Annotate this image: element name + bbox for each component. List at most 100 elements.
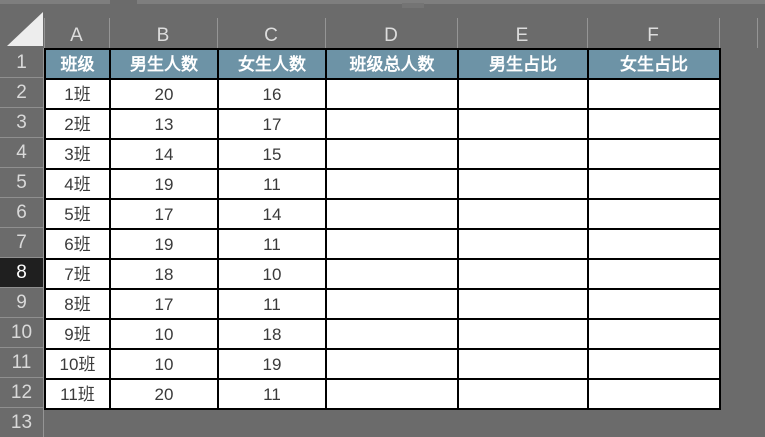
cell-C10[interactable]: 18 xyxy=(219,320,327,350)
row-header-7[interactable]: 7 xyxy=(0,228,43,258)
row-header-2[interactable]: 2 xyxy=(0,78,43,108)
cell-E8[interactable] xyxy=(459,260,589,290)
formula-bar-edge xyxy=(0,0,110,4)
cell-D11[interactable] xyxy=(327,350,459,380)
cell-F2[interactable] xyxy=(589,80,721,110)
cell-F10[interactable] xyxy=(589,320,721,350)
cell-C1[interactable]: 女生人数 xyxy=(219,50,327,80)
cell-B7[interactable]: 19 xyxy=(111,230,219,260)
row-header-13[interactable]: 13 xyxy=(0,408,43,437)
row-header-9[interactable]: 9 xyxy=(0,288,43,318)
cell-A1[interactable]: 班级 xyxy=(46,50,111,80)
formula-bar-notch xyxy=(402,3,424,8)
cell-D7[interactable] xyxy=(327,230,459,260)
column-header-F[interactable]: F xyxy=(647,25,659,46)
select-all-triangle-icon xyxy=(7,12,43,46)
cell-A10[interactable]: 9班 xyxy=(46,320,111,350)
cell-C9[interactable]: 11 xyxy=(219,290,327,320)
cell-B11[interactable]: 10 xyxy=(111,350,219,380)
cell-D1[interactable]: 班级总人数 xyxy=(327,50,459,80)
cell-F9[interactable] xyxy=(589,290,721,320)
column-separator xyxy=(109,18,110,48)
cell-D2[interactable] xyxy=(327,80,459,110)
cell-A5[interactable]: 4班 xyxy=(46,170,111,200)
cell-A11[interactable]: 10班 xyxy=(46,350,111,380)
row-header-4[interactable]: 4 xyxy=(0,138,43,168)
cell-A8[interactable]: 7班 xyxy=(46,260,111,290)
cell-D10[interactable] xyxy=(327,320,459,350)
cell-E6[interactable] xyxy=(459,200,589,230)
cell-F3[interactable] xyxy=(589,110,721,140)
cell-A6[interactable]: 5班 xyxy=(46,200,111,230)
column-header-C[interactable]: C xyxy=(264,25,278,46)
row-header-6[interactable]: 6 xyxy=(0,198,43,228)
cell-C4[interactable]: 15 xyxy=(219,140,327,170)
cell-E10[interactable] xyxy=(459,320,589,350)
cell-B9[interactable]: 17 xyxy=(111,290,219,320)
row-header-10[interactable]: 10 xyxy=(0,318,43,348)
cell-E9[interactable] xyxy=(459,290,589,320)
cell-E11[interactable] xyxy=(459,350,589,380)
column-header-B[interactable]: B xyxy=(156,25,170,46)
cell-D8[interactable] xyxy=(327,260,459,290)
cell-C6[interactable]: 14 xyxy=(219,200,327,230)
cell-B6[interactable]: 17 xyxy=(111,200,219,230)
cell-F1[interactable]: 女生占比 xyxy=(589,50,721,80)
cell-A7[interactable]: 6班 xyxy=(46,230,111,260)
cell-D6[interactable] xyxy=(327,200,459,230)
cell-B10[interactable]: 10 xyxy=(111,320,219,350)
cell-B8[interactable]: 18 xyxy=(111,260,219,290)
cell-B4[interactable]: 14 xyxy=(111,140,219,170)
cell-E7[interactable] xyxy=(459,230,589,260)
cell-F8[interactable] xyxy=(589,260,721,290)
row-header-8[interactable]: 8 xyxy=(0,258,43,288)
cell-A12[interactable]: 11班 xyxy=(46,380,111,410)
column-header-D[interactable]: D xyxy=(384,25,398,46)
row-header-1[interactable]: 1 xyxy=(0,48,43,78)
column-separator xyxy=(457,18,458,48)
cell-C7[interactable]: 11 xyxy=(219,230,327,260)
table-row-3: 2班 13 17 xyxy=(46,110,721,140)
select-all-corner[interactable] xyxy=(0,4,44,48)
cell-B5[interactable]: 19 xyxy=(111,170,219,200)
cell-A3[interactable]: 2班 xyxy=(46,110,111,140)
cell-F6[interactable] xyxy=(589,200,721,230)
cell-C11[interactable]: 19 xyxy=(219,350,327,380)
row-header-11[interactable]: 11 xyxy=(0,348,43,378)
cell-B1[interactable]: 男生人数 xyxy=(111,50,219,80)
cell-A9[interactable]: 8班 xyxy=(46,290,111,320)
cell-D5[interactable] xyxy=(327,170,459,200)
cell-D3[interactable] xyxy=(327,110,459,140)
cell-E1[interactable]: 男生占比 xyxy=(459,50,589,80)
cell-F11[interactable] xyxy=(589,350,721,380)
cell-C3[interactable]: 17 xyxy=(219,110,327,140)
row-header-12[interactable]: 12 xyxy=(0,378,43,408)
row-header-5[interactable]: 5 xyxy=(0,168,43,198)
cell-F12[interactable] xyxy=(589,380,721,410)
cell-A2[interactable]: 1班 xyxy=(46,80,111,110)
cell-E12[interactable] xyxy=(459,380,589,410)
table-row-5: 4班 19 11 xyxy=(46,170,721,200)
cell-C5[interactable]: 11 xyxy=(219,170,327,200)
cell-B2[interactable]: 20 xyxy=(111,80,219,110)
cell-C12[interactable]: 11 xyxy=(219,380,327,410)
cell-D9[interactable] xyxy=(327,290,459,320)
cell-E3[interactable] xyxy=(459,110,589,140)
cell-E5[interactable] xyxy=(459,170,589,200)
cell-B3[interactable]: 13 xyxy=(111,110,219,140)
cell-C8[interactable]: 10 xyxy=(219,260,327,290)
column-header-E[interactable]: E xyxy=(515,25,529,46)
cell-E4[interactable] xyxy=(459,140,589,170)
cell-A4[interactable]: 3班 xyxy=(46,140,111,170)
cell-F7[interactable] xyxy=(589,230,721,260)
cell-D12[interactable] xyxy=(327,380,459,410)
cell-B12[interactable]: 20 xyxy=(111,380,219,410)
cell-D4[interactable] xyxy=(327,140,459,170)
row-header-3[interactable]: 3 xyxy=(0,108,43,138)
cell-F4[interactable] xyxy=(589,140,721,170)
cell-F5[interactable] xyxy=(589,170,721,200)
cell-C2[interactable]: 16 xyxy=(219,80,327,110)
column-header-A[interactable]: A xyxy=(70,25,83,46)
cell-E2[interactable] xyxy=(459,80,589,110)
table-row-4: 3班 14 15 xyxy=(46,140,721,170)
